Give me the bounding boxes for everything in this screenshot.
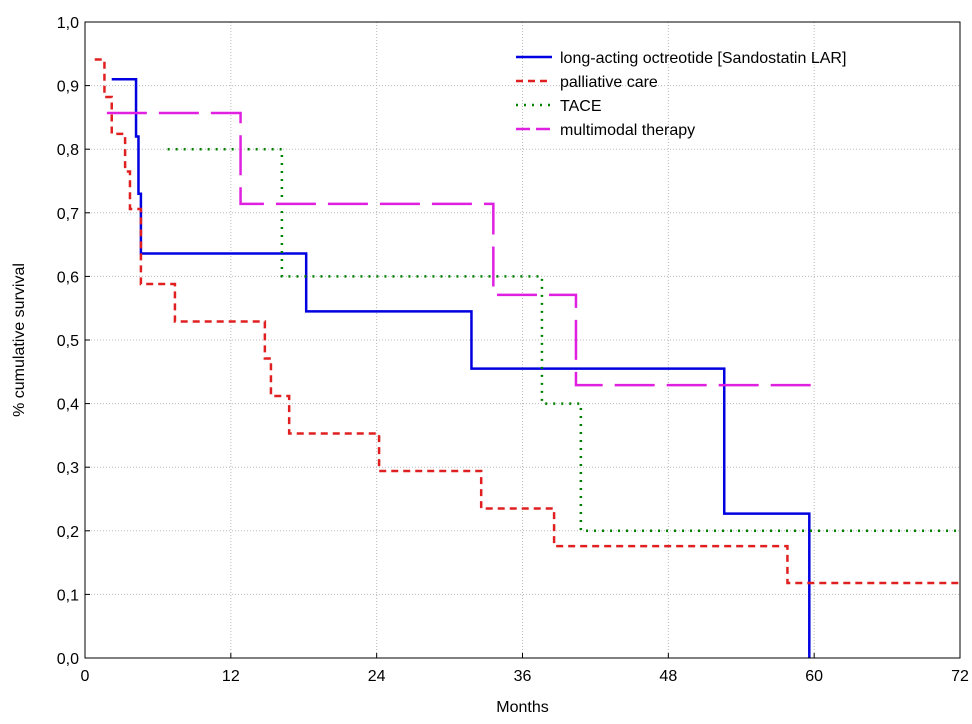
y-tick-label: 0,6 [57,269,79,286]
y-tick-label: 0,5 [57,333,79,350]
legend: long-acting octreotide [Sandostatin LAR]… [516,50,846,139]
series-layer [94,58,960,658]
x-tick-label: 0 [81,668,90,685]
x-tick-label: 12 [222,668,240,685]
series-line-4 [106,111,821,387]
x-tick-label: 72 [951,668,969,685]
x-axis-title: Months [496,699,548,716]
legend-label-2: palliative care [560,74,658,91]
y-tick-label: 0,2 [57,524,79,541]
legend-label-3: TACE [560,98,601,115]
y-tick-label: 0,4 [57,397,79,414]
series-line-2 [94,58,960,585]
x-tick-label: 24 [368,668,386,685]
y-tick-label: 0,9 [57,79,79,96]
y-tick-label: 0,0 [57,651,79,668]
y-axis-title: % cumulative survival [11,263,28,417]
grid [85,22,960,658]
series-line-1 [111,77,811,658]
legend-label-1: long-acting octreotide [Sandostatin LAR] [560,50,846,67]
legend-label-4: multimodal therapy [560,122,695,139]
axis-ticks: 0 12 24 36 48 60 72 0,0 0,1 0,2 0,3 0,4 0,5 0,6 0,7 0,8… [57,15,969,685]
y-tick-label: 0,8 [57,142,79,159]
y-tick-label: 0,7 [57,206,79,223]
y-tick-label: 0,1 [57,587,79,604]
y-tick-label: 1,0 [57,15,79,32]
x-tick-label: 36 [514,668,532,685]
y-tick-label: 0,3 [57,460,79,477]
x-tick-label: 48 [659,668,677,685]
x-tick-label: 60 [805,668,823,685]
